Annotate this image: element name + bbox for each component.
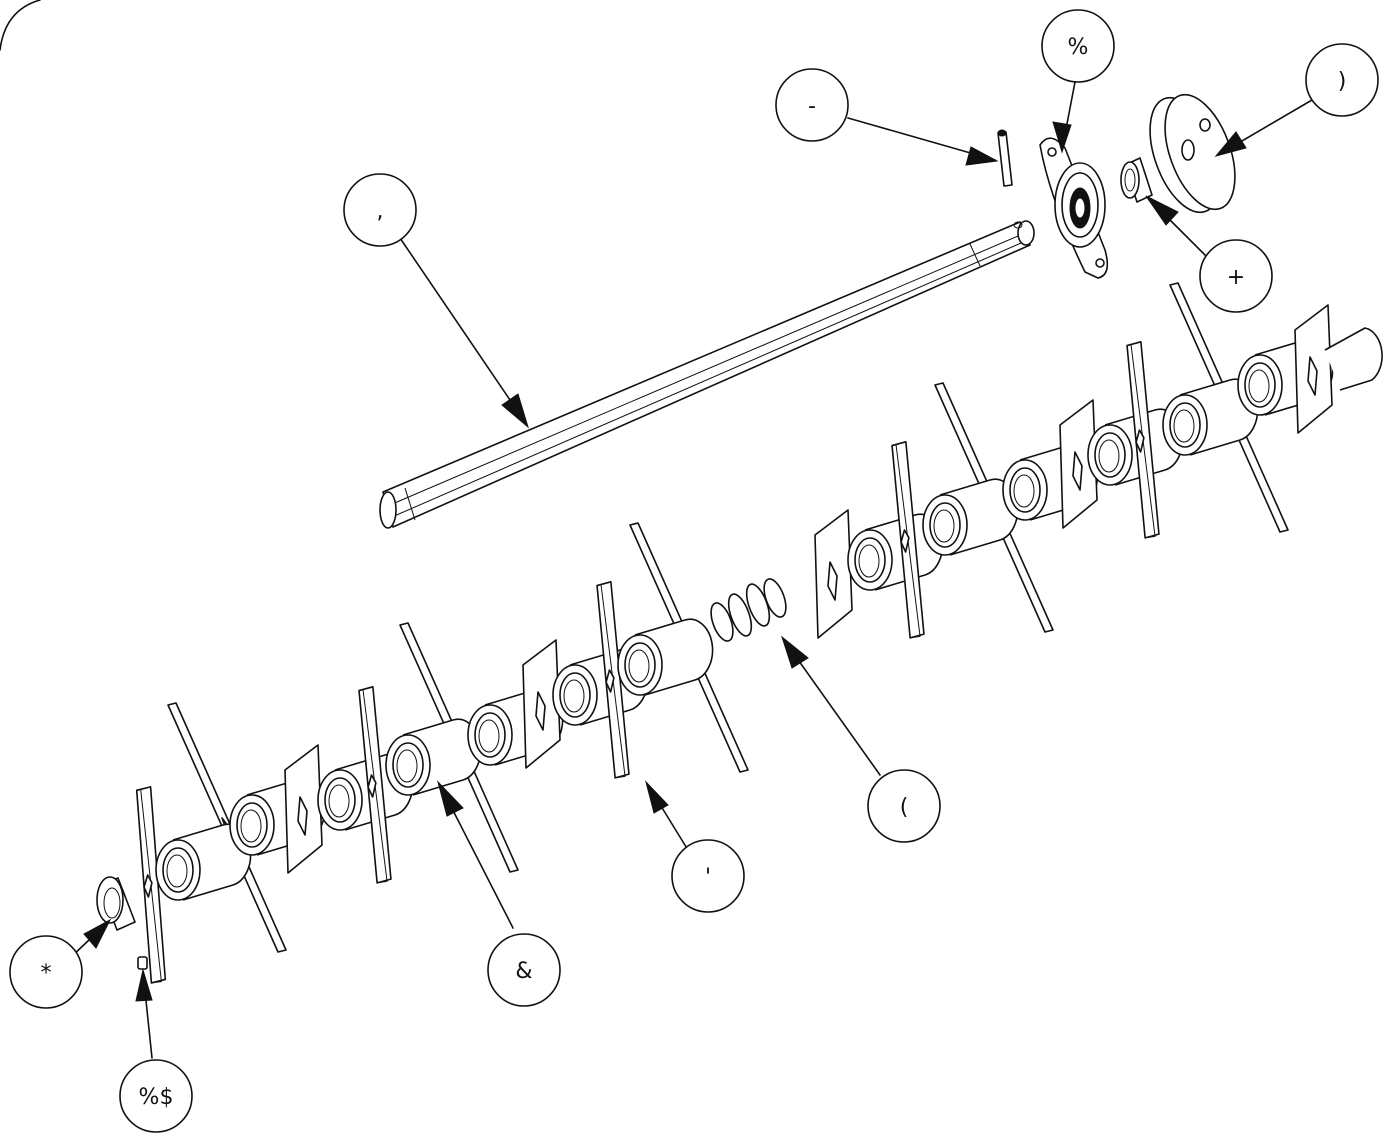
end-collar	[96, 876, 136, 931]
callout-label: )	[1338, 69, 1347, 94]
leader-lines	[69, 81, 1313, 1059]
callout-label: ,	[377, 199, 384, 224]
spring	[710, 578, 787, 642]
set-screw	[137, 956, 148, 970]
callout-roll-pin: -	[775, 68, 849, 142]
callout-pulley: )	[1305, 43, 1379, 117]
bearing-flange	[1039, 137, 1109, 279]
callout-blade: '	[671, 839, 745, 913]
callout-label: '	[705, 865, 711, 890]
callout-label: +	[1227, 265, 1245, 290]
pulley	[1149, 93, 1236, 214]
callout-label: %	[1068, 35, 1089, 60]
callout-bearing-flange: %	[1041, 9, 1115, 83]
sheet-border-arc	[0, 0, 41, 51]
roll-pin	[997, 129, 1013, 187]
bushing	[1120, 157, 1153, 203]
callout-label: -	[808, 94, 816, 119]
callout-spring: (	[867, 769, 941, 843]
callout-end-collar: *	[9, 935, 83, 1009]
callout-label: %$	[139, 1085, 174, 1110]
callout-set-screw: %$	[119, 1059, 193, 1133]
callout-spacer: &	[487, 933, 561, 1007]
shaft	[379, 220, 1035, 529]
callout-label: (	[900, 795, 909, 820]
blade-stack	[135, 282, 1383, 985]
callout-label: &	[515, 959, 532, 984]
callout-shaft: ,	[343, 173, 417, 247]
callout-bushing: +	[1199, 239, 1273, 313]
callout-label: *	[41, 961, 52, 986]
